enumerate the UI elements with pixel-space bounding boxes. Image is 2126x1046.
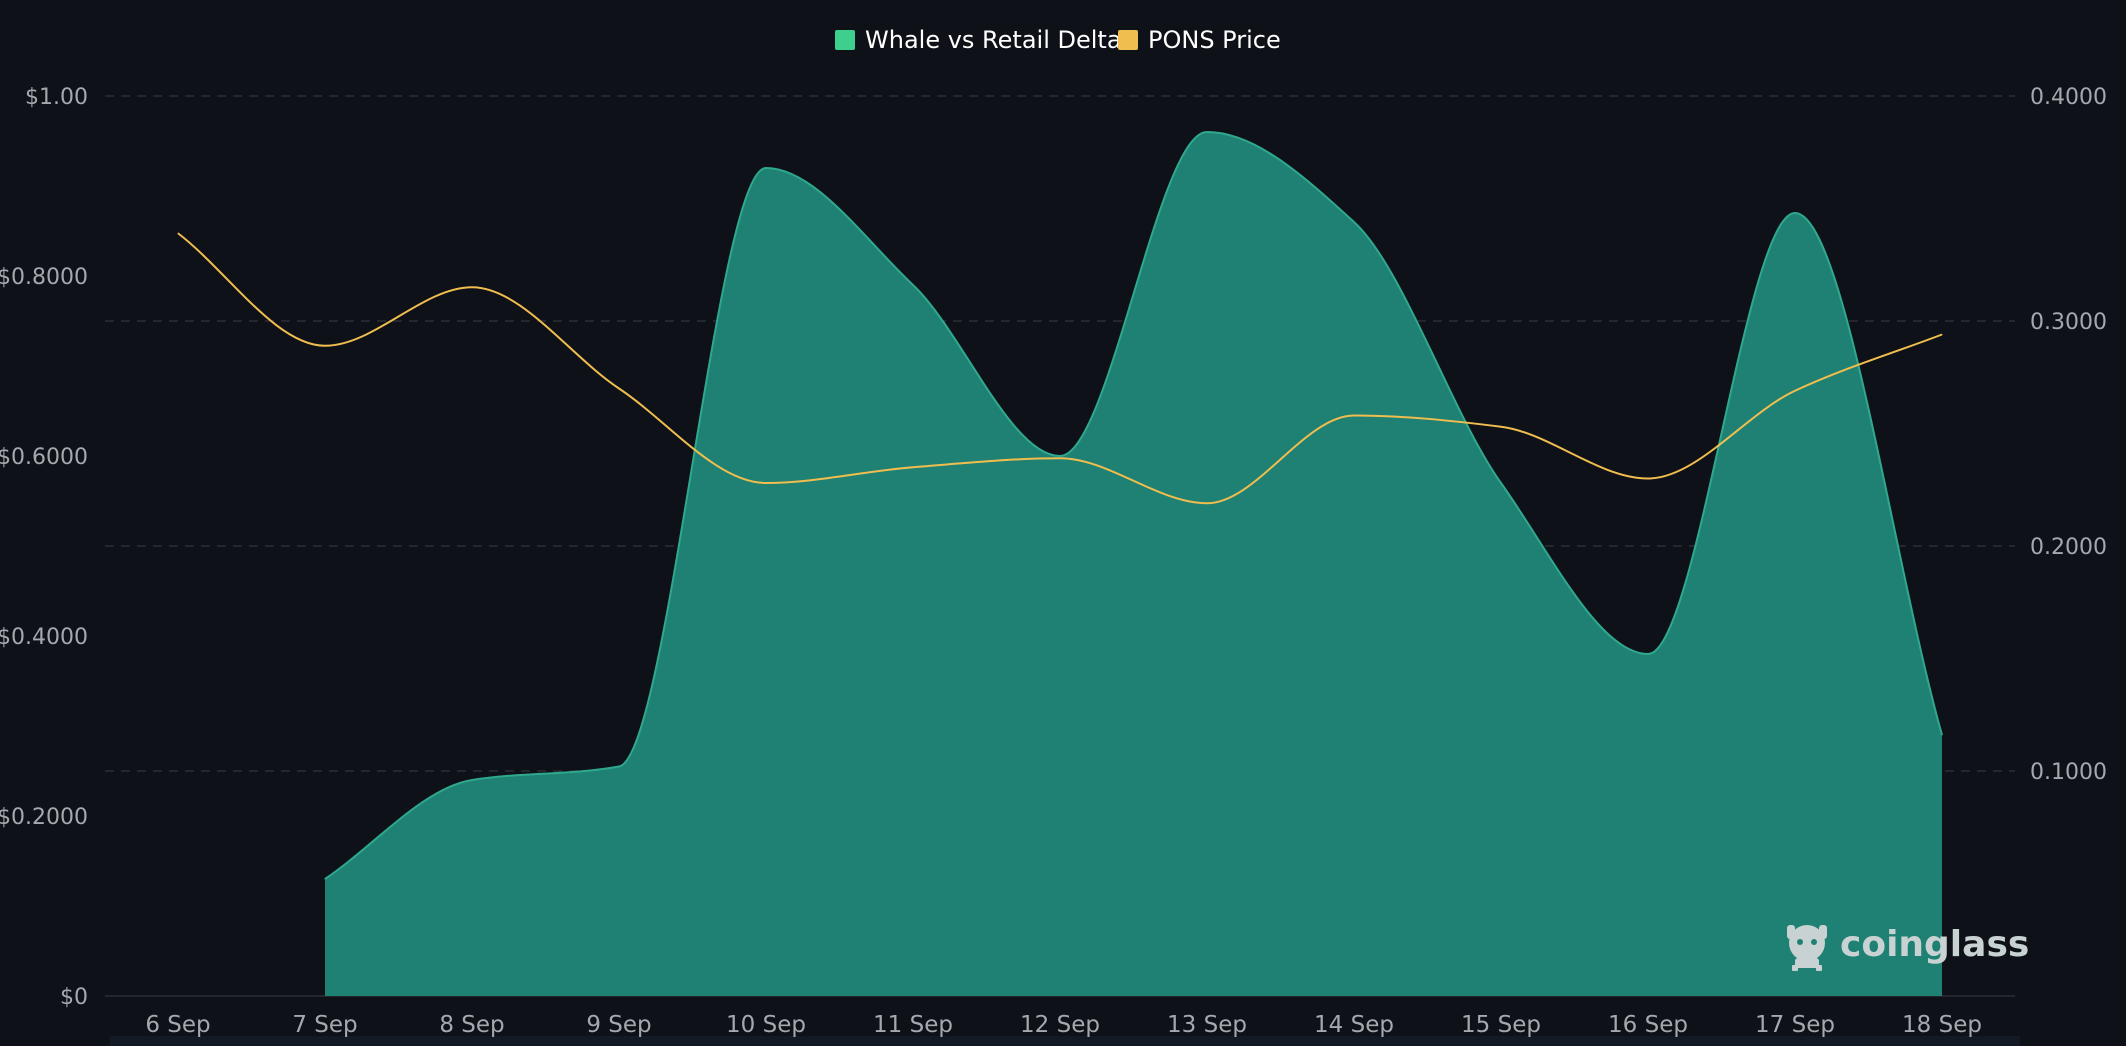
legend-item-whale-delta[interactable]: Whale vs Retail Delta (835, 26, 1122, 54)
y-left-tick-label: $0.6000 (0, 445, 88, 470)
y-right-tick-label: 0.4000 (2030, 85, 2107, 110)
x-tick-label: 16 Sep (1608, 1012, 1688, 1038)
x-tick-label: 6 Sep (145, 1012, 210, 1038)
y-right-tick-label: 0.1000 (2030, 760, 2107, 785)
data-point-pons-price (1353, 415, 1355, 416)
data-point-whale-delta (1647, 653, 1649, 655)
legend-swatch-whale-delta (835, 30, 855, 50)
y-right-tick-label: 0.2000 (2030, 535, 2107, 560)
legend-label-whale-delta: Whale vs Retail Delta (865, 26, 1122, 54)
data-point-whale-delta (1941, 734, 1943, 736)
coinglass-logo-icon (1787, 925, 1827, 971)
legend: Whale vs Retail Delta PONS Price (835, 26, 1281, 54)
x-tick-label: 17 Sep (1755, 1012, 1835, 1038)
data-point-pons-price (1794, 390, 1796, 392)
y-left-tick-label: $0.8000 (0, 265, 88, 290)
line-layer (177, 232, 1943, 505)
area-fill-whale-delta (325, 132, 1942, 996)
right-axis: 0.1000 0.2000 0.3000 0.4000 (2030, 85, 2107, 785)
x-tick-label: 12 Sep (1020, 1012, 1100, 1038)
area-line-whale-delta (324, 130, 1943, 880)
x-tick-label: 10 Sep (726, 1012, 806, 1038)
data-point-pons-price (471, 286, 473, 288)
x-tick-label: 13 Sep (1167, 1012, 1247, 1038)
left-axis: $0 $0.2000 $0.4000 $0.6000 $0.8000 $1.00 (0, 85, 88, 1010)
watermark: coinglass (1787, 924, 2029, 971)
x-tick-label: 18 Sep (1902, 1012, 1982, 1038)
x-tick-label: 7 Sep (292, 1012, 357, 1038)
y-right-tick-label: 0.3000 (2030, 310, 2107, 335)
data-point-whale-delta (324, 878, 326, 880)
data-point-whale-delta (1206, 131, 1208, 133)
data-point-pons-price (765, 482, 767, 484)
data-point-whale-delta (1059, 455, 1061, 457)
x-axis: 6 Sep 7 Sep 8 Sep 9 Sep 10 Sep 11 Sep 12 Sep 13… (145, 1012, 1982, 1038)
data-point-whale-delta (765, 167, 767, 169)
x-tick-label: 9 Sep (586, 1012, 651, 1038)
scrollbar-track[interactable] (110, 1036, 2020, 1046)
y-left-tick-label: $0 (60, 985, 88, 1010)
data-point-pons-price (618, 388, 620, 389)
data-point-whale-delta (1353, 221, 1355, 223)
data-point-whale-delta (471, 779, 473, 781)
x-tick-label: 11 Sep (873, 1012, 953, 1038)
data-point-whale-delta (618, 766, 620, 767)
legend-item-pons-price[interactable]: PONS Price (1118, 26, 1281, 54)
data-point-whale-delta (1794, 212, 1796, 214)
data-point-pons-price (1941, 334, 1943, 335)
legend-label-pons-price: PONS Price (1148, 26, 1281, 54)
data-point-whale-delta (1500, 482, 1502, 484)
x-tick-label: 8 Sep (439, 1012, 504, 1038)
y-left-tick-label: $1.00 (25, 85, 88, 110)
watermark-text: coinglass (1840, 924, 2029, 965)
data-point-pons-price (1647, 478, 1649, 479)
data-point-pons-price (1059, 457, 1061, 459)
y-left-tick-label: $0.4000 (0, 625, 88, 650)
data-point-pons-price (1206, 502, 1208, 504)
y-left-tick-label: $0.2000 (0, 805, 88, 830)
data-point-pons-price (324, 345, 326, 347)
area-layer (324, 130, 1943, 996)
x-tick-label: 15 Sep (1461, 1012, 1541, 1038)
data-point-whale-delta (912, 284, 914, 286)
x-tick-label: 14 Sep (1314, 1012, 1394, 1038)
data-point-pons-price (1500, 426, 1502, 428)
legend-swatch-pons-price (1118, 30, 1138, 50)
data-point-pons-price (177, 232, 179, 234)
data-point-pons-price (912, 466, 914, 468)
